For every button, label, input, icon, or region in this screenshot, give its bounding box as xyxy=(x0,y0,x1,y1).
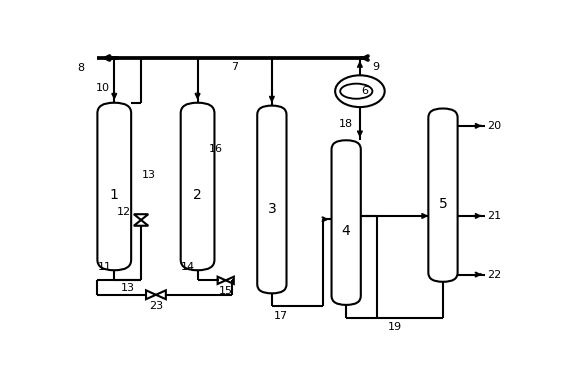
Text: 6: 6 xyxy=(361,86,368,96)
Text: 20: 20 xyxy=(487,121,501,131)
Text: 15: 15 xyxy=(218,286,233,296)
Text: 11: 11 xyxy=(98,262,112,272)
FancyBboxPatch shape xyxy=(332,140,361,305)
Text: 4: 4 xyxy=(342,224,350,238)
Text: 2: 2 xyxy=(193,188,202,202)
Text: 7: 7 xyxy=(231,62,238,72)
Text: 21: 21 xyxy=(487,211,501,221)
Text: 17: 17 xyxy=(274,310,288,321)
Text: 9: 9 xyxy=(372,62,379,72)
Text: 3: 3 xyxy=(267,202,276,216)
Text: 16: 16 xyxy=(209,144,223,154)
Text: 19: 19 xyxy=(388,322,401,332)
Text: 8: 8 xyxy=(77,63,84,73)
Text: 5: 5 xyxy=(439,197,447,211)
Text: 12: 12 xyxy=(117,207,131,217)
Text: 1: 1 xyxy=(110,188,119,202)
FancyBboxPatch shape xyxy=(428,108,458,282)
Text: 22: 22 xyxy=(487,270,501,279)
Text: 13: 13 xyxy=(142,170,156,180)
Text: 23: 23 xyxy=(149,301,163,311)
Text: 13: 13 xyxy=(121,282,135,292)
FancyBboxPatch shape xyxy=(98,103,131,270)
Text: 10: 10 xyxy=(96,83,110,93)
FancyBboxPatch shape xyxy=(257,106,286,293)
FancyBboxPatch shape xyxy=(181,103,214,270)
Text: 18: 18 xyxy=(338,118,353,129)
Text: 14: 14 xyxy=(181,262,195,272)
